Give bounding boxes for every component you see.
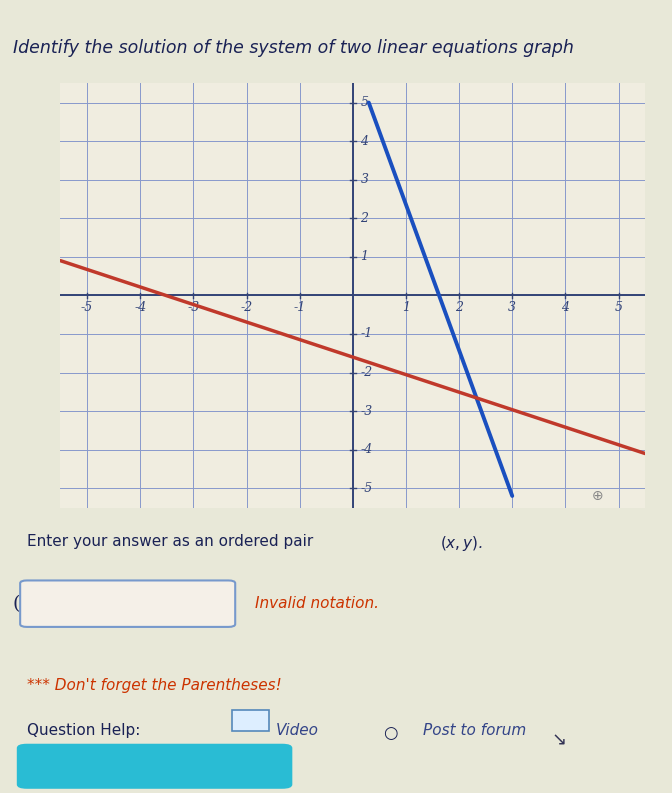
Text: Identify the solution of the system of two linear equations graph: Identify the solution of the system of t…: [13, 39, 575, 56]
Text: -4: -4: [134, 301, 146, 314]
Text: -5: -5: [360, 481, 373, 495]
Text: (: (: [13, 595, 20, 613]
Text: 2: 2: [360, 212, 368, 224]
Text: Question Help:: Question Help:: [27, 722, 140, 737]
Text: Invalid notation.: Invalid notation.: [255, 596, 380, 611]
Text: ↘: ↘: [551, 731, 566, 749]
Text: 3: 3: [360, 173, 368, 186]
Text: -2: -2: [241, 301, 253, 314]
Text: 1: 1: [402, 301, 410, 314]
Text: -1: -1: [294, 301, 306, 314]
Text: 5: 5: [615, 301, 622, 314]
Text: Enter your answer as an ordered pair: Enter your answer as an ordered pair: [27, 534, 318, 549]
Text: -2: -2: [360, 366, 373, 379]
FancyBboxPatch shape: [20, 580, 235, 627]
Text: 3: 3: [508, 301, 516, 314]
Text: 4: 4: [561, 301, 569, 314]
Text: ▶: ▶: [247, 716, 254, 725]
Text: 1: 1: [360, 251, 368, 263]
Text: $(x,y)$.: $(x,y)$.: [440, 534, 483, 553]
FancyBboxPatch shape: [232, 710, 269, 731]
Text: 2: 2: [455, 301, 463, 314]
FancyBboxPatch shape: [17, 744, 292, 789]
Text: ⊕: ⊕: [591, 489, 603, 503]
Text: *** Don't forget the Parentheses!: *** Don't forget the Parentheses!: [27, 677, 282, 692]
Text: 4: 4: [360, 135, 368, 147]
Text: ○: ○: [383, 724, 398, 742]
Text: -1: -1: [360, 328, 373, 340]
Text: -3: -3: [187, 301, 200, 314]
Text: -3: -3: [360, 404, 373, 418]
Text: -5: -5: [81, 301, 93, 314]
Text: -4: -4: [360, 443, 373, 456]
Text: Submit Question: Submit Question: [77, 757, 233, 776]
Text: Post to forum: Post to forum: [423, 722, 527, 737]
Text: Video: Video: [276, 722, 319, 737]
Text: 5: 5: [360, 96, 368, 109]
